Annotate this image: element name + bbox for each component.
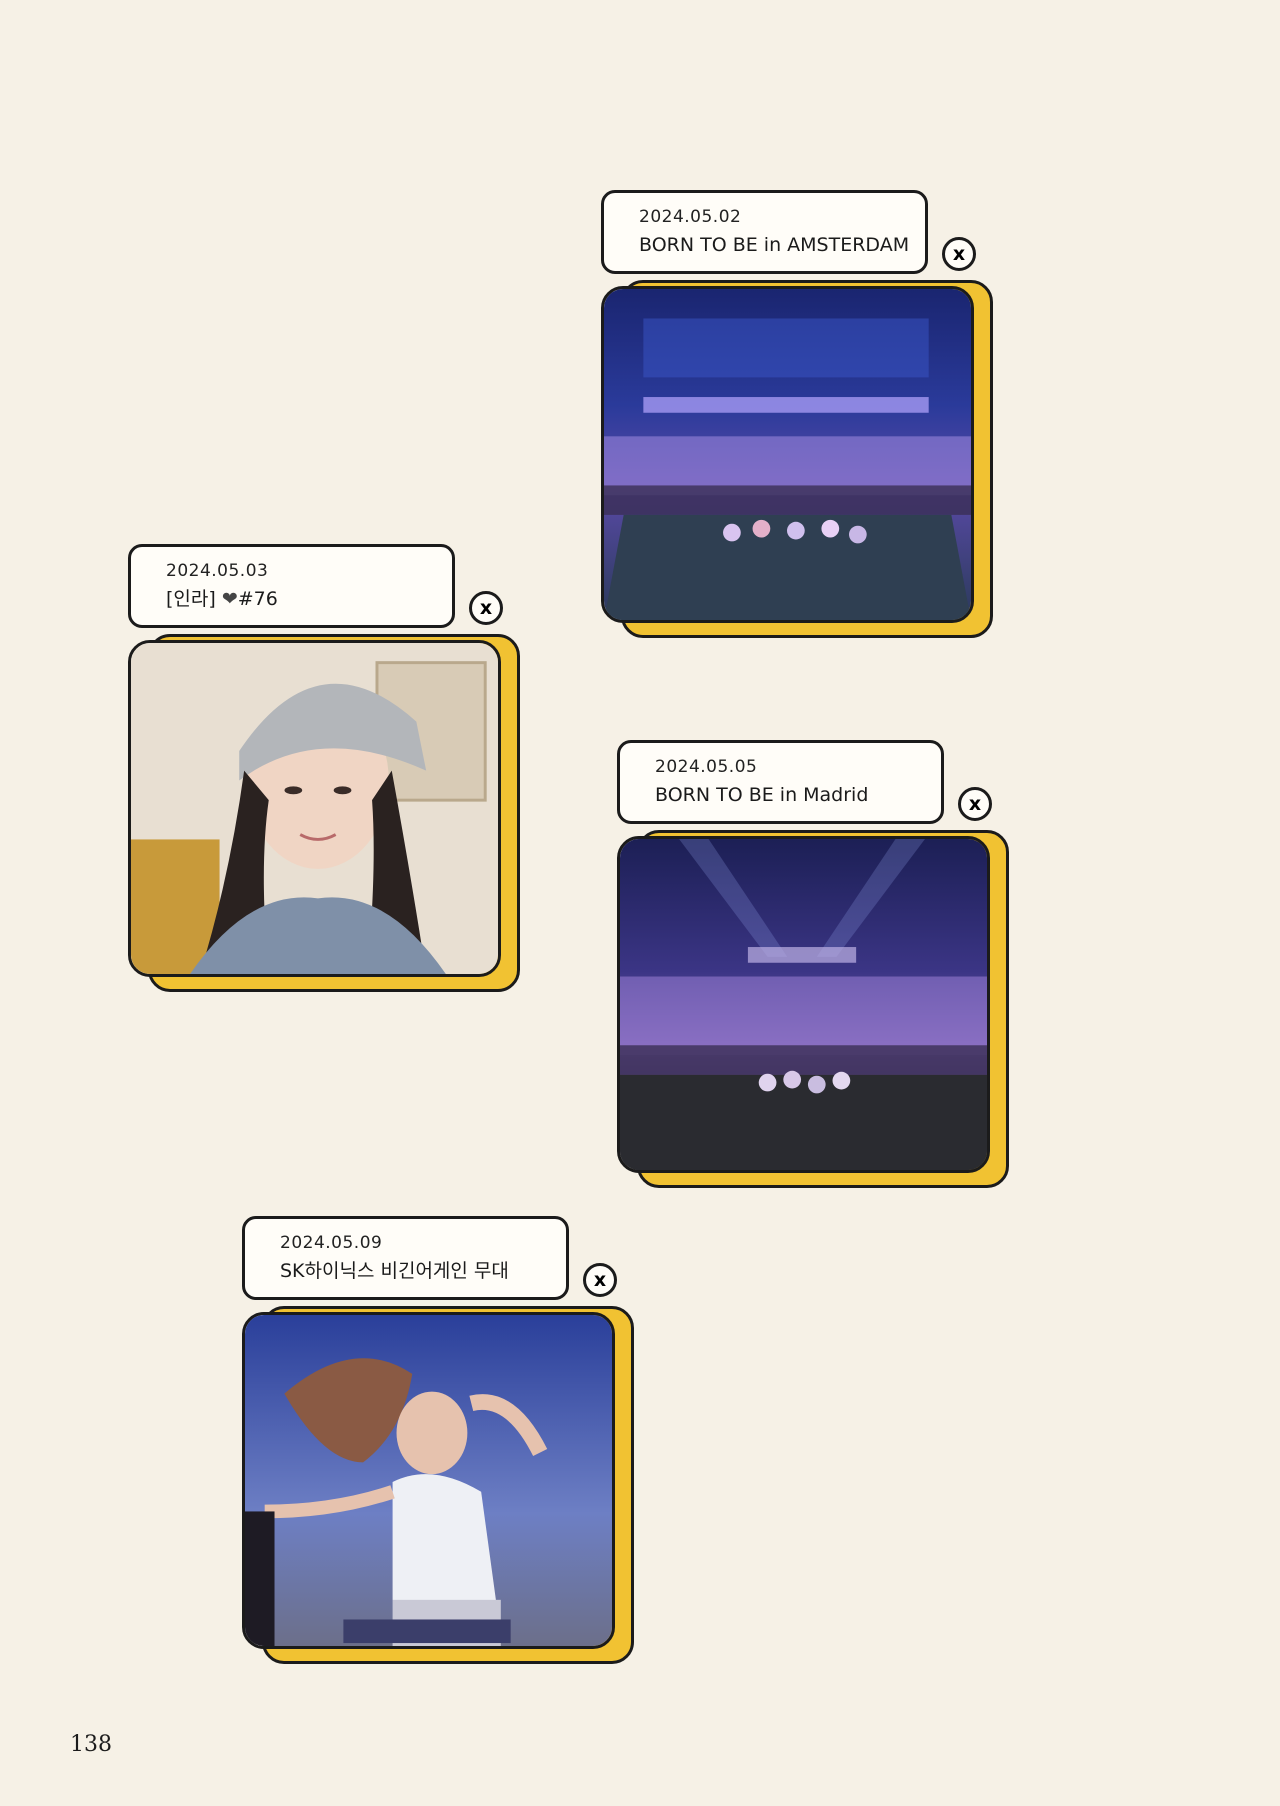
photo-stage-dancer xyxy=(242,1312,615,1649)
card-caption: BORN TO BE in AMSTERDAM xyxy=(639,234,910,256)
card-date: 2024.05.03 xyxy=(166,561,269,581)
close-icon[interactable]: x xyxy=(958,787,992,821)
heart-icon: ❤ xyxy=(221,588,238,610)
card-date: 2024.05.05 xyxy=(655,757,758,777)
photo-selfie-beanie xyxy=(128,640,501,977)
photo-concert-madrid xyxy=(617,836,990,1173)
caption-prefix: [인라] xyxy=(166,588,222,610)
card-label: 2024.05.05 BORN TO BE in Madrid xyxy=(617,740,944,824)
caption-suffix: #76 xyxy=(237,588,278,610)
card-label: 2024.05.03 [인라] ❤#76 xyxy=(128,544,455,628)
card-date: 2024.05.09 xyxy=(280,1233,383,1253)
close-icon[interactable]: x xyxy=(469,591,503,625)
card-caption: SK하이닉스 비긴어게인 무대 xyxy=(280,1260,509,1282)
card-label: 2024.05.09 SK하이닉스 비긴어게인 무대 xyxy=(242,1216,569,1300)
close-icon[interactable]: x xyxy=(583,1263,617,1297)
card-caption: [인라] ❤#76 xyxy=(166,585,452,613)
close-icon[interactable]: x xyxy=(942,237,976,271)
photo-concert-amsterdam xyxy=(601,286,974,623)
card-date: 2024.05.02 xyxy=(639,207,742,227)
card-caption: BORN TO BE in Madrid xyxy=(655,784,869,806)
page-number: 138 xyxy=(70,1732,112,1757)
card-label: 2024.05.02 BORN TO BE in AMSTERDAM xyxy=(601,190,928,274)
